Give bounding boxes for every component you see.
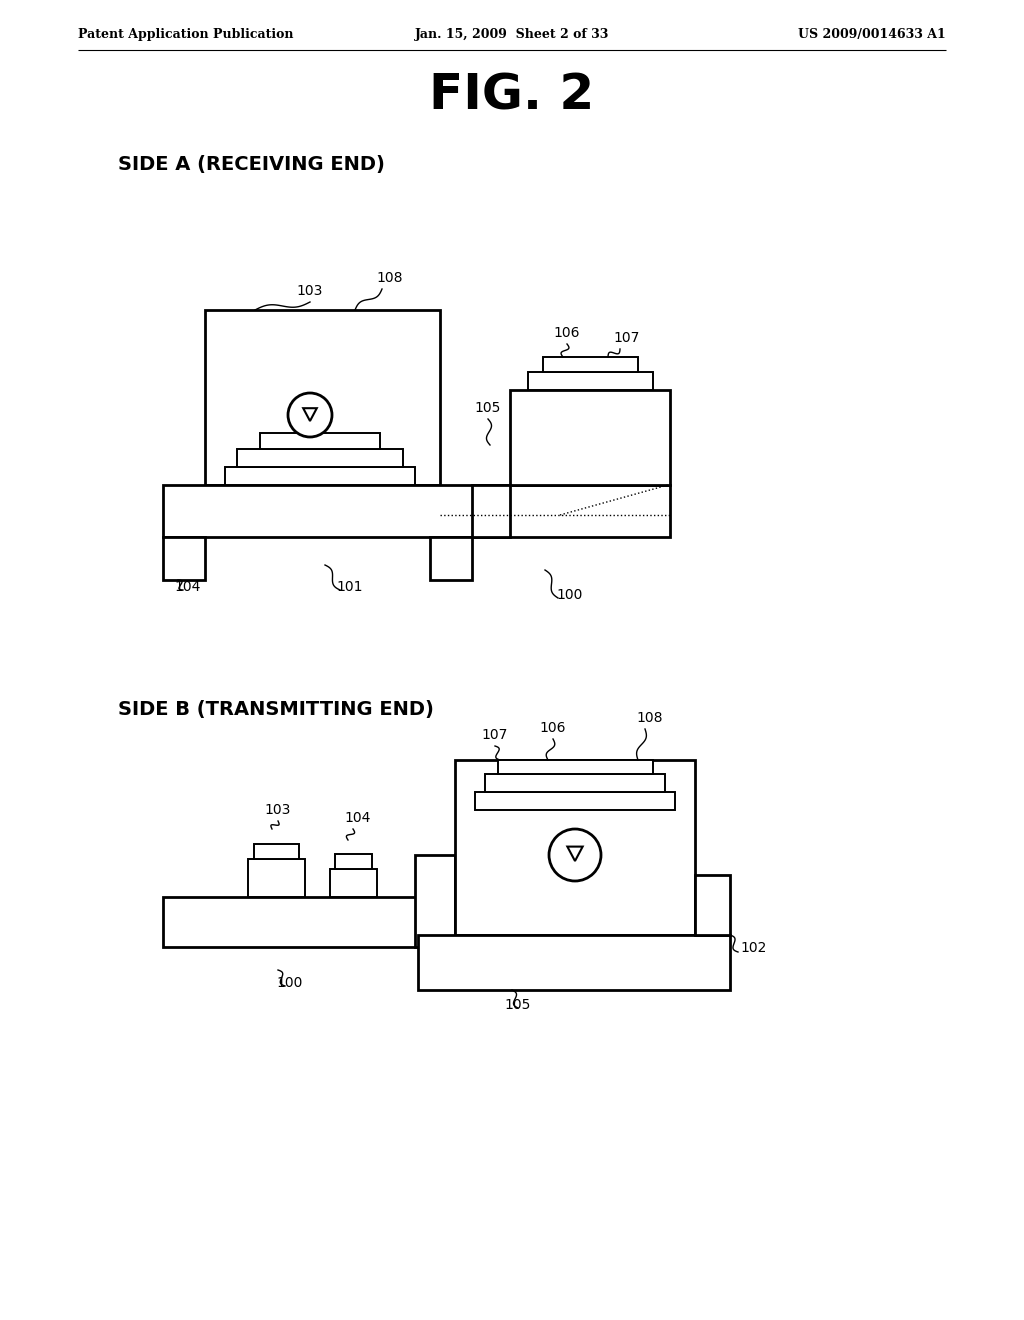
Bar	[237, 449, 403, 467]
Bar	[510, 389, 670, 484]
Text: 103: 103	[297, 284, 324, 298]
Text: 104: 104	[175, 579, 201, 594]
Bar	[418, 935, 730, 990]
Circle shape	[549, 829, 601, 880]
Bar	[225, 467, 415, 484]
Bar	[695, 875, 730, 935]
Text: 100: 100	[557, 587, 584, 602]
Bar	[475, 792, 675, 810]
Bar	[485, 774, 665, 792]
Text: 107: 107	[613, 331, 640, 345]
Text: 101: 101	[337, 579, 364, 594]
Bar	[543, 356, 638, 372]
Bar	[415, 855, 455, 946]
Bar	[248, 859, 305, 898]
Bar	[472, 484, 510, 537]
Text: 106: 106	[540, 721, 566, 735]
Text: SIDE A (RECEIVING END): SIDE A (RECEIVING END)	[118, 154, 385, 174]
Text: 104: 104	[345, 810, 371, 825]
Bar	[254, 843, 299, 859]
Bar	[498, 760, 653, 774]
Text: Patent Application Publication: Patent Application Publication	[78, 28, 294, 41]
Bar	[335, 854, 372, 869]
Text: 107: 107	[482, 729, 508, 742]
Text: Jan. 15, 2009  Sheet 2 of 33: Jan. 15, 2009 Sheet 2 of 33	[415, 28, 609, 41]
Text: 108: 108	[377, 271, 403, 285]
Text: SIDE B (TRANSMITTING END): SIDE B (TRANSMITTING END)	[118, 700, 434, 719]
Text: US 2009/0014633 A1: US 2009/0014633 A1	[799, 28, 946, 41]
Text: 105: 105	[475, 401, 501, 414]
Text: 105: 105	[505, 998, 531, 1012]
Bar	[260, 433, 380, 449]
Text: 103: 103	[265, 803, 291, 817]
Circle shape	[288, 393, 332, 437]
Text: 100: 100	[276, 975, 303, 990]
Bar	[163, 484, 670, 537]
Bar	[430, 537, 472, 579]
Text: 102: 102	[740, 941, 766, 954]
Bar	[330, 869, 377, 898]
Bar	[528, 372, 653, 389]
Text: 106: 106	[554, 326, 581, 341]
Text: 108: 108	[637, 711, 664, 725]
Bar	[163, 898, 455, 946]
Bar	[455, 760, 695, 935]
Bar	[163, 537, 205, 579]
Text: FIG. 2: FIG. 2	[429, 73, 595, 120]
Bar	[205, 310, 440, 484]
